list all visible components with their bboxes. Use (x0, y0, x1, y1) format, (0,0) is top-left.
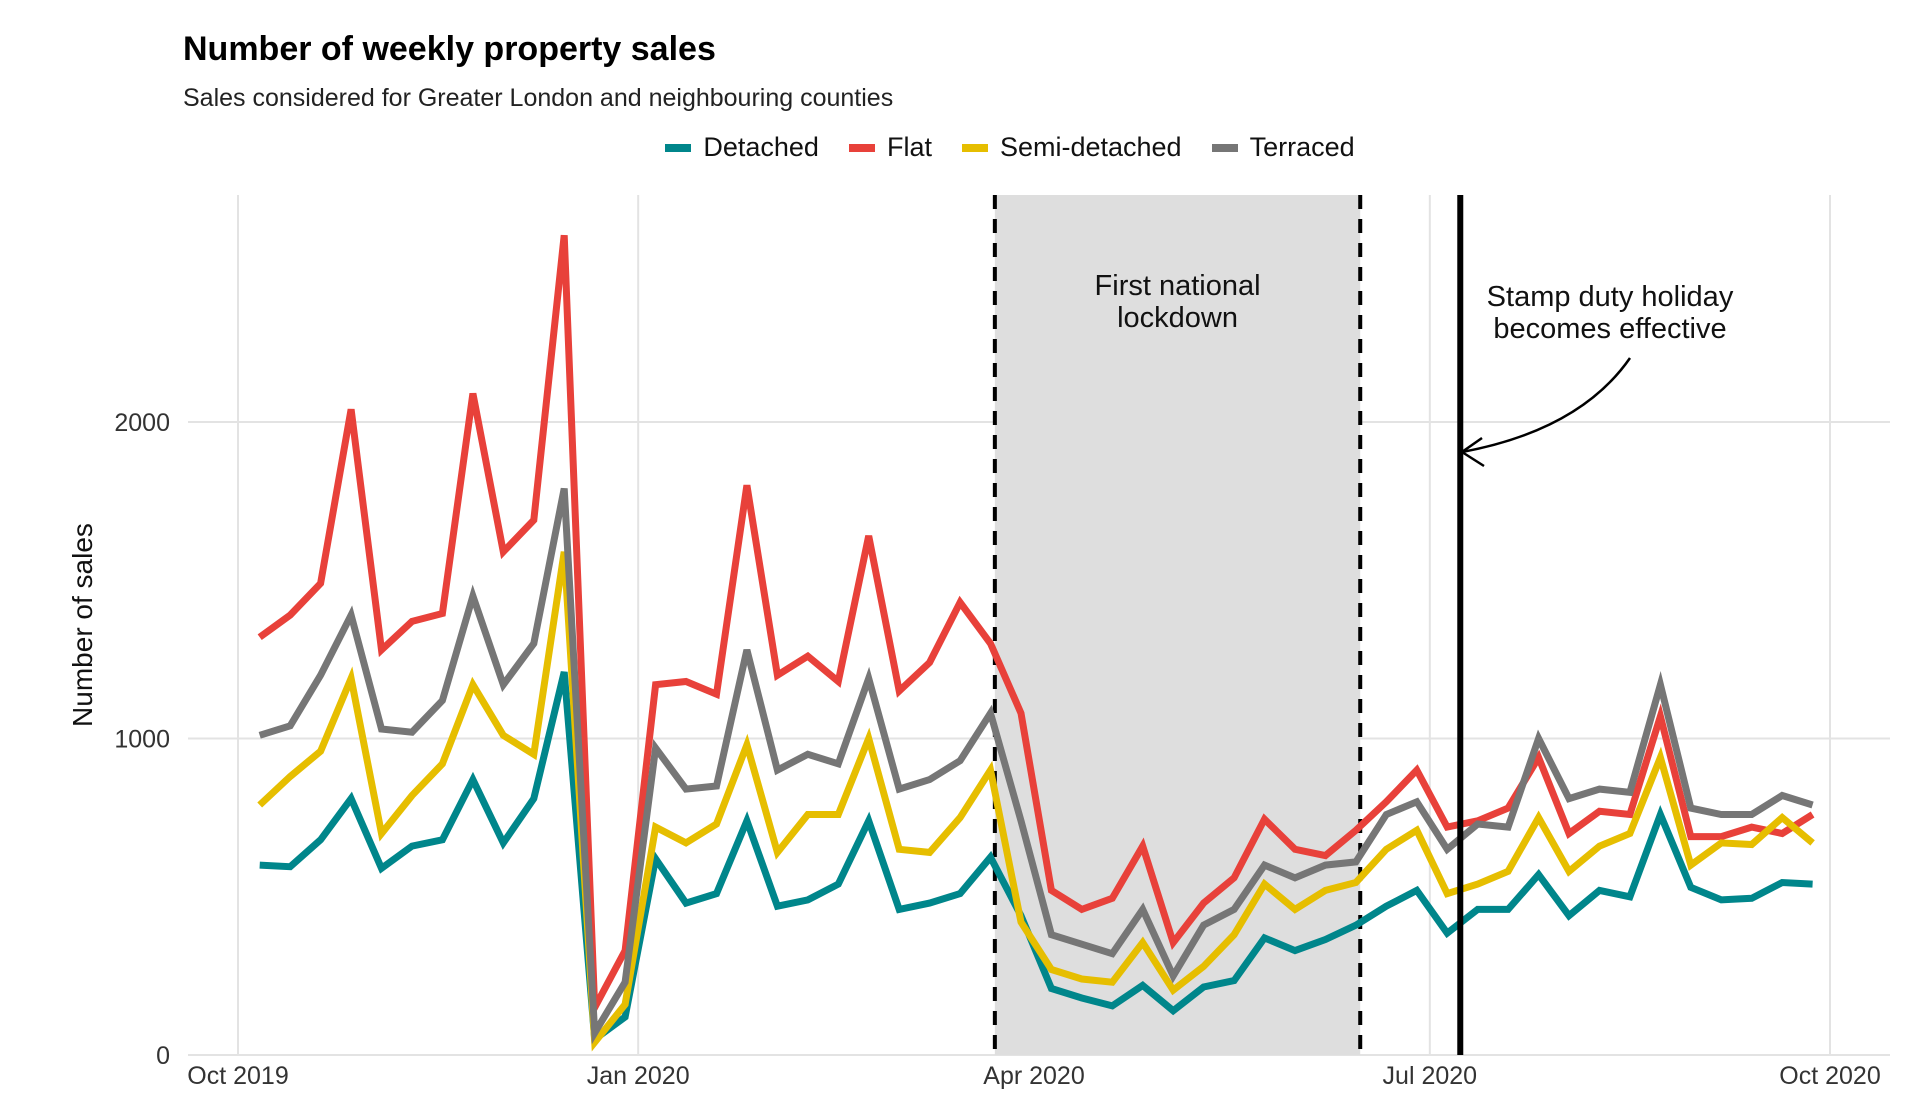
legend-label: Terraced (1249, 132, 1355, 162)
series-line-flat (257, 234, 1815, 1021)
legend-label: Flat (886, 132, 932, 162)
legend-swatch (961, 143, 988, 152)
legend: Detached Flat Semi-detached Terraced (0, 132, 1920, 163)
y-axis-title: Number of sales (67, 523, 98, 727)
series-line-semi-detached (257, 551, 1815, 1052)
legend-item: Terraced (1211, 132, 1355, 163)
annotation-arrow (1461, 357, 1632, 454)
legend-item: Semi-detached (961, 132, 1182, 163)
x-tick-label: Oct 2019 (187, 1062, 288, 1090)
legend-swatch (665, 143, 692, 152)
y-tick-label: 1000 (114, 726, 170, 754)
x-tick-label: Jan 2020 (587, 1062, 690, 1090)
lockdown-label: First national lockdown (1095, 270, 1261, 334)
stamp-duty-label: Stamp duty holiday becomes effective (1487, 281, 1734, 345)
legend-item: Detached (665, 132, 819, 163)
annotation-arrowhead (1459, 436, 1485, 468)
y-tick-label: 0 (156, 1042, 170, 1070)
x-tick-label: Jul 2020 (1383, 1062, 1478, 1090)
legend-label: Detached (703, 132, 819, 162)
legend-label: Semi-detached (999, 132, 1182, 162)
legend-swatch (848, 143, 875, 152)
chart-title: Number of weekly property sales (183, 30, 716, 68)
x-tick-label: Apr 2020 (983, 1062, 1084, 1090)
x-tick-label: Oct 2020 (1779, 1062, 1880, 1090)
y-tick-label: 2000 (114, 409, 170, 437)
legend-item: Flat (848, 132, 932, 163)
chart-subtitle: Sales considered for Greater London and … (183, 84, 894, 112)
lockdown-region (994, 195, 1361, 1055)
series-line-terraced (258, 487, 1814, 1045)
legend-swatch (1211, 143, 1238, 152)
series-group (257, 234, 1815, 1052)
